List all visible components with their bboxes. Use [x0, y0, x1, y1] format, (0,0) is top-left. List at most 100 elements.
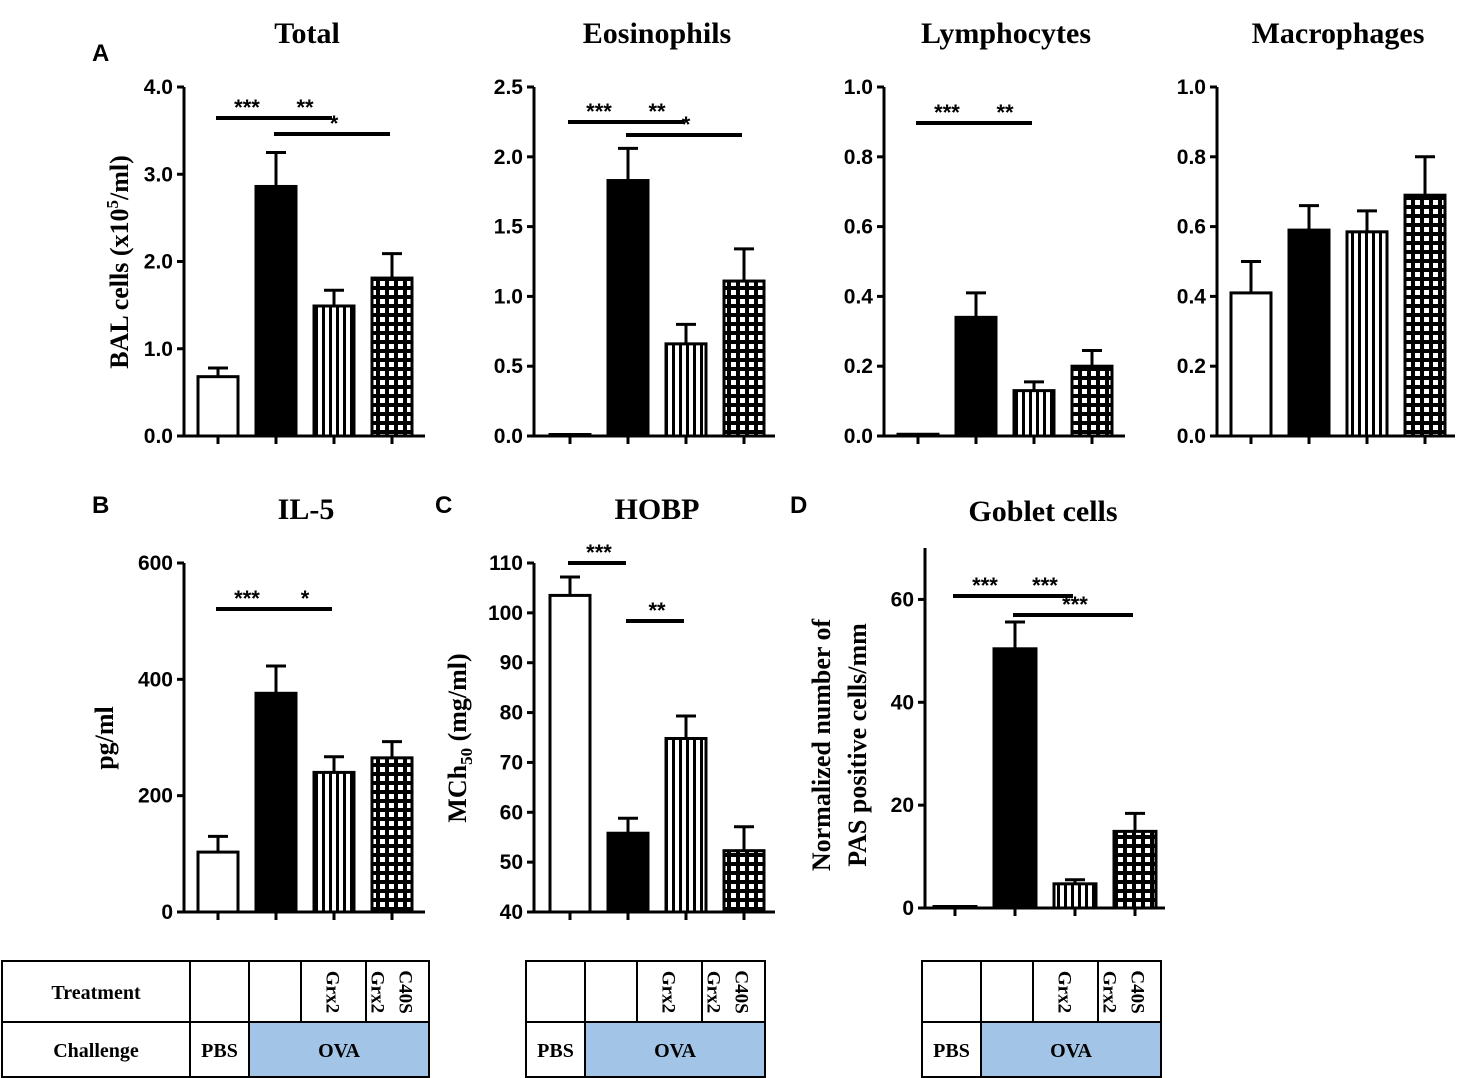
chart-goblet-cells: Goblet cells Normalized number of PAS po…: [807, 495, 1165, 920]
ova-cell: [249, 1022, 429, 1077]
bar-ova: [1287, 228, 1331, 438]
challenge-ova: OVA: [1050, 1040, 1092, 1062]
panel-label-d: D: [790, 492, 807, 519]
significance-label: ***: [1032, 573, 1058, 598]
significance-label: ***: [972, 573, 998, 598]
y-tick-label: 4.0: [144, 76, 173, 99]
bar-ova-grx2: [664, 342, 708, 438]
y-tick-label: 200: [138, 785, 173, 808]
table-border: [1, 960, 430, 1078]
challenge-pbs: PBS: [933, 1040, 970, 1062]
y-tick-label: 0.4: [1177, 285, 1207, 308]
y-tick-label: 100: [488, 602, 523, 625]
y-tick-label: 0.5: [494, 355, 524, 378]
bar-ova: [606, 831, 650, 914]
treatment-c40s-line1: C40S: [731, 970, 752, 1013]
y-tick-label: 1.0: [1177, 76, 1206, 99]
treatment-grx2: Grx2: [1054, 971, 1075, 1013]
bar-pbs: [932, 905, 978, 910]
y-axis-label: pg/ml: [90, 706, 119, 770]
y-tick-label: 0.2: [1177, 355, 1206, 378]
y-tick-label: 40: [891, 691, 914, 714]
significance-label: *: [330, 111, 339, 136]
y-tick-label: 400: [138, 668, 173, 691]
y-tick-label: 1.0: [144, 338, 173, 361]
treatment-c40s-line2: Grx2: [703, 971, 724, 1013]
panel-label-b: B: [92, 492, 109, 519]
treatment-label: Treatment: [51, 982, 141, 1004]
bar-ova: [992, 647, 1038, 910]
significance-label: **: [996, 100, 1014, 125]
treatment-c40s-line1: C40S: [1127, 970, 1148, 1013]
y-tick-label: 0.8: [844, 146, 874, 169]
ova-cell: [981, 1022, 1161, 1077]
y-axis-label: MCh50 (mg/ml): [443, 653, 476, 822]
y-tick-label: 0.0: [844, 425, 873, 448]
chart-eosinophils: Eosinophils 0.00.51.01.52.02.5*** ***: [494, 17, 775, 448]
bar-ova-grx2: [312, 304, 356, 438]
challenge-label: Challenge: [53, 1040, 139, 1062]
significance-label: *: [301, 586, 310, 611]
bar-ova-grx2: [1052, 882, 1098, 910]
panel-label-c: C: [435, 492, 452, 519]
significance-label: **: [648, 99, 666, 124]
treatment-grx2: Grx2: [322, 971, 343, 1013]
treatment-c40s-line2: Grx2: [1099, 971, 1120, 1013]
y-tick-label: 0.0: [1177, 425, 1206, 448]
bar-ova-grx2-c40s: [370, 756, 414, 914]
challenge-ova: OVA: [654, 1040, 696, 1062]
chart-title: HOBP: [614, 493, 699, 526]
significance-label: ***: [1062, 592, 1088, 617]
chart-macrophages: Macrophages 0.0 0.2 0.4 0.6 0.8 1.0: [1177, 17, 1455, 448]
significance-label: ***: [934, 100, 960, 125]
y-tick-label: 0: [161, 901, 173, 924]
y-tick-label: 0.8: [1177, 146, 1207, 169]
bar-pbs: [1229, 291, 1273, 438]
y-tick-label: 1.5: [494, 216, 524, 239]
y-tick-label: 2.0: [144, 251, 173, 274]
treatment-c40s-line1: C40S: [395, 970, 416, 1013]
bar-ova: [254, 691, 298, 914]
y-tick-label: 60: [500, 801, 523, 824]
bar-pbs: [896, 432, 940, 438]
bar-ova-grx2-c40s: [1403, 193, 1447, 438]
bar-ova: [606, 179, 650, 438]
y-tick-label: 0.6: [1177, 216, 1206, 239]
chart-title: IL-5: [278, 493, 335, 526]
challenge-ova: OVA: [318, 1040, 360, 1062]
table-0: Treatment Challenge PBS OVA Grx2 C40S Grx2: [1, 960, 430, 1078]
significance-label: **: [648, 598, 666, 623]
chart-title: Macrophages: [1252, 17, 1425, 50]
y-tick-label: 0.2: [844, 355, 873, 378]
table-2: PBS OVA Grx2 C40S Grx2: [921, 960, 1162, 1078]
significance-label: **: [296, 95, 314, 120]
table-border: [921, 960, 1162, 1078]
y-tick-label: 0.6: [844, 216, 873, 239]
significance-label: ***: [586, 99, 612, 124]
bar-ova-grx2-c40s: [1112, 829, 1158, 910]
bar-ova-grx2-c40s: [722, 279, 766, 438]
significance-label: ***: [234, 95, 260, 120]
ova-cell: [585, 1022, 765, 1077]
bar-pbs: [196, 375, 240, 438]
y-tick-label: 3.0: [144, 163, 173, 186]
panel-label-a: A: [92, 40, 109, 67]
y-tick-label: 70: [500, 751, 523, 774]
chart-title: Total: [274, 17, 340, 50]
y-tick-label: 1.0: [844, 76, 873, 99]
y-axis-label-line1: Normalized number of: [807, 619, 836, 872]
chart-lymphocytes: Lymphocytes 0.00.20.40.60.81.0*** **: [844, 17, 1125, 448]
significance-label: *: [682, 112, 691, 137]
challenge-pbs: PBS: [201, 1040, 238, 1062]
chart-total: Total BAL cells (x105/ml) 0.0 1.0 2.0 3.0 4.…: [103, 17, 425, 448]
y-tick-label: 600: [138, 552, 173, 575]
y-tick-label: 80: [500, 702, 523, 725]
bar-pbs: [196, 850, 240, 914]
chart-title: Goblet cells: [968, 495, 1117, 528]
y-tick-label: 1.0: [494, 285, 523, 308]
bar-ova-grx2-c40s: [1070, 364, 1114, 438]
table-border: [525, 960, 766, 1078]
bar-ova-grx2: [1345, 230, 1389, 438]
